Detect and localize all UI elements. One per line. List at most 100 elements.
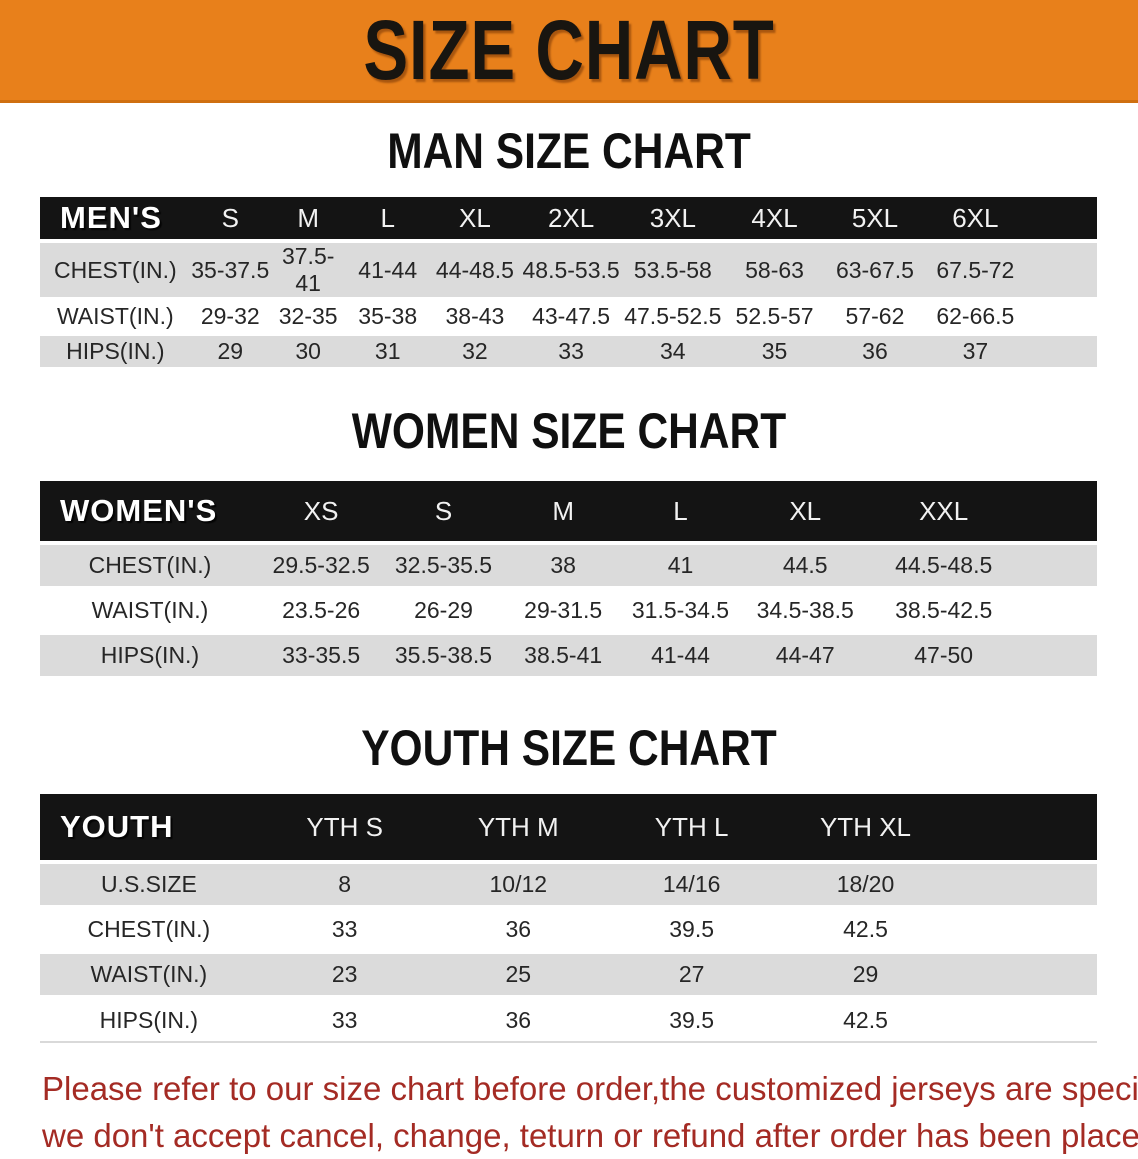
column-header: M [297,202,320,233]
column-header: L [380,202,395,233]
column-header: YTH L [654,811,729,842]
size-value: 36 [824,332,926,371]
column-header: 3XL [649,202,696,233]
youth-size-table: YOUTH YTH S YTH M YTH L YTH XL U.S.SIZE 8 10/12… [40,794,1097,1043]
row-label: WAIST(IN.) [40,950,258,999]
size-value: 42.5 [778,907,953,952]
size-value: 44.5-48.5 [871,541,1017,590]
size-value: 34 [621,332,725,371]
section-youth: YOUTH SIZE CHART YOUTH YTH S YTH M YTH L YTH… [0,722,1138,1043]
size-value: 34.5-38.5 [739,588,872,633]
column-header: XL [459,202,491,233]
size-value: 42.5 [778,997,953,1042]
table-row: WAIST(IN.) 29-32 32-35 35-38 38-43 43-47.5 47.… [40,299,1097,334]
size-value: 32-35 [269,299,347,334]
size-value: 43-47.5 [520,299,622,334]
size-value: 31 [346,332,429,371]
table-row: HIPS(IN.) 29 30 31 32 33 34 35 36 37 [40,332,1097,371]
size-value: 18/20 [778,860,953,909]
table-header-row: YOUTH YTH S YTH M YTH L YTH XL [40,794,1097,862]
column-header: 2XL [547,202,595,233]
men-size-table: MEN'S S M L XL 2XL 3XL 4XL 5XL 6XL CHEST(IN.) 35-37… [40,197,1097,371]
table-row: WAIST(IN.) 23.5-26 26-29 29-31.5 31.5-34.5 34… [40,588,1097,633]
size-value: 33 [520,332,622,371]
size-value: 35 [724,332,825,371]
size-value: 62-66.5 [925,299,1026,334]
size-value: 53.5-58 [621,239,725,301]
size-value: 37 [925,332,1026,371]
table-row: HIPS(IN.) 33 36 39.5 42.5 [40,997,1097,1042]
row-label: HIPS(IN.) [40,332,191,371]
filler-cell [1016,481,1097,543]
size-value: 38.5-41 [504,631,622,680]
size-value: 57-62 [824,299,926,334]
size-value: 36 [431,997,605,1042]
column-header: 4XL [751,202,798,233]
size-value: 37.5-41 [269,239,347,301]
size-value: 10/12 [431,860,605,909]
size-value: 44.5 [739,541,872,590]
size-value: 26-29 [382,588,505,633]
size-value: 25 [431,950,605,999]
column-header: M [552,495,575,526]
size-value: 48.5-53.5 [520,239,622,301]
filler-cell [952,907,1097,952]
filler-cell [1016,541,1097,590]
size-value: 33-35.5 [259,631,383,680]
size-value: 29.5-32.5 [259,541,383,590]
filler-cell [1016,588,1097,633]
column-header: YTH M [477,811,559,842]
size-value: 33 [257,997,432,1042]
filler-cell [952,860,1097,909]
size-value: 38.5-42.5 [871,588,1017,633]
filler-cell [1025,332,1097,371]
section-women: WOMEN SIZE CHART WOMEN'S XS S M L XL XXL CHEST(… [0,405,1138,680]
filler-cell [1025,299,1097,334]
column-header: YTH S [306,811,383,842]
size-value: 27 [604,950,779,999]
column-header: S [434,495,453,526]
filler-cell [952,997,1097,1042]
row-label: HIPS(IN.) [40,631,260,680]
size-value: 33 [257,907,432,952]
table-row: HIPS(IN.) 33-35.5 35.5-38.5 38.5-41 41-44 44-… [40,631,1097,680]
size-value: 41 [621,541,740,590]
filler-cell [1026,197,1097,241]
row-label: U.S.SIZE [40,860,258,909]
youth-section-heading: YOUTH SIZE CHART [361,720,777,776]
column-header: YTH XL [819,811,911,842]
table-corner-label: MEN'S [60,200,162,235]
size-value: 41-44 [346,239,429,301]
table-row: WAIST(IN.) 23 25 27 29 [40,950,1097,999]
women-section-heading: WOMEN SIZE CHART [351,403,787,459]
men-section-heading: MAN SIZE CHART [387,123,751,179]
disclaimer-line-1: Please refer to our size chart before or… [42,1070,1138,1107]
row-label: CHEST(IN.) [40,541,260,590]
size-value: 63-67.5 [824,239,926,301]
size-value: 36 [431,907,605,952]
size-value: 58-63 [724,239,825,301]
size-value: 47.5-52.5 [621,299,725,334]
size-value: 32 [428,332,521,371]
filler-cell [1025,239,1097,301]
size-value: 23 [257,950,432,999]
row-label: WAIST(IN.) [40,299,191,334]
table-corner-label: WOMEN'S [60,493,218,528]
table-corner-label: YOUTH [60,809,174,844]
size-value: 29 [778,950,953,999]
size-value: 41-44 [621,631,740,680]
table-header-row: WOMEN'S XS S M L XL XXL [40,481,1097,543]
column-header: L [673,495,688,526]
size-value: 30 [269,332,347,371]
column-header: XS [303,495,339,526]
size-value: 44-48.5 [428,239,521,301]
size-value: 29-32 [190,299,270,334]
section-men: MAN SIZE CHART MEN'S S M L XL 2XL 3XL 4XL 5XL 6XL… [0,125,1138,371]
size-value: 14/16 [604,860,779,909]
column-header: S [221,202,239,233]
column-header: 5XL [851,202,899,233]
row-label: CHEST(IN.) [40,239,191,301]
size-value: 35.5-38.5 [382,631,505,680]
disclaimer-line-2: we don't accept cancel, change, teturn o… [42,1117,1138,1154]
